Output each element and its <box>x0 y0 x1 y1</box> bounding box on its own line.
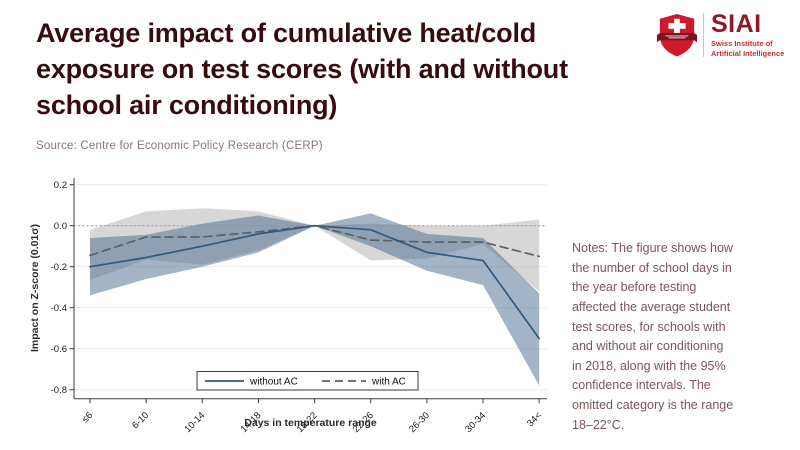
y-tick-label: -0.2 <box>51 262 67 273</box>
y-tick-label: -0.6 <box>51 344 67 355</box>
x-tick-label: 26-30 <box>407 410 432 435</box>
x-tick-label: 30-34 <box>463 410 488 435</box>
logo-divider <box>703 13 704 57</box>
ci-band-without-AC <box>90 213 540 386</box>
legend-label-without-ac: without AC <box>249 377 298 388</box>
siai-logo: SIAI Swiss Institute of Artificial Intel… <box>656 11 784 59</box>
legend: without AC with AC <box>196 371 419 391</box>
x-axis-title: Days in temperature range <box>244 417 377 429</box>
y-tick-label: -0.8 <box>51 385 67 396</box>
impact-chart: 0.2 0.0 -0.2 -0.4 -0.6 -0.8 ≤6 6-10 10-14 14-18 18… <box>0 160 570 450</box>
y-tick-label: -0.4 <box>51 303 67 314</box>
notes-text: Notes: The figure shows how the number o… <box>572 241 734 432</box>
logo-acronym: SIAI <box>711 10 762 39</box>
chart-svg: 0.20.0-0.2-0.4-0.6-0.8≤6 6-10 10-14 14-18 18… <box>29 178 547 435</box>
source-caption: Source: Centre for Economic Policy Resea… <box>36 140 323 152</box>
y-tick-label: 0.0 <box>54 221 67 232</box>
page-title: Average impact of cumulative heat/cold e… <box>36 18 568 120</box>
x-tick-label: ≤6 <box>80 410 95 425</box>
legend-box <box>196 371 419 391</box>
series-line-without-AC <box>89 224 541 340</box>
y-tick-label: 0.2 <box>54 180 67 191</box>
x-tick-label: 6-10 <box>130 410 151 431</box>
logo-subtitle: Swiss Institute of Artificial Intelligen… <box>711 39 785 58</box>
x-tick-label: 10-14 <box>182 410 207 435</box>
siai-shield-icon <box>656 14 698 57</box>
legend-label-with-ac: with AC <box>371 377 406 388</box>
x-tick-label: 34< <box>525 410 544 429</box>
y-axis-title: Impact on Z-score (0.01σ) <box>29 224 41 352</box>
